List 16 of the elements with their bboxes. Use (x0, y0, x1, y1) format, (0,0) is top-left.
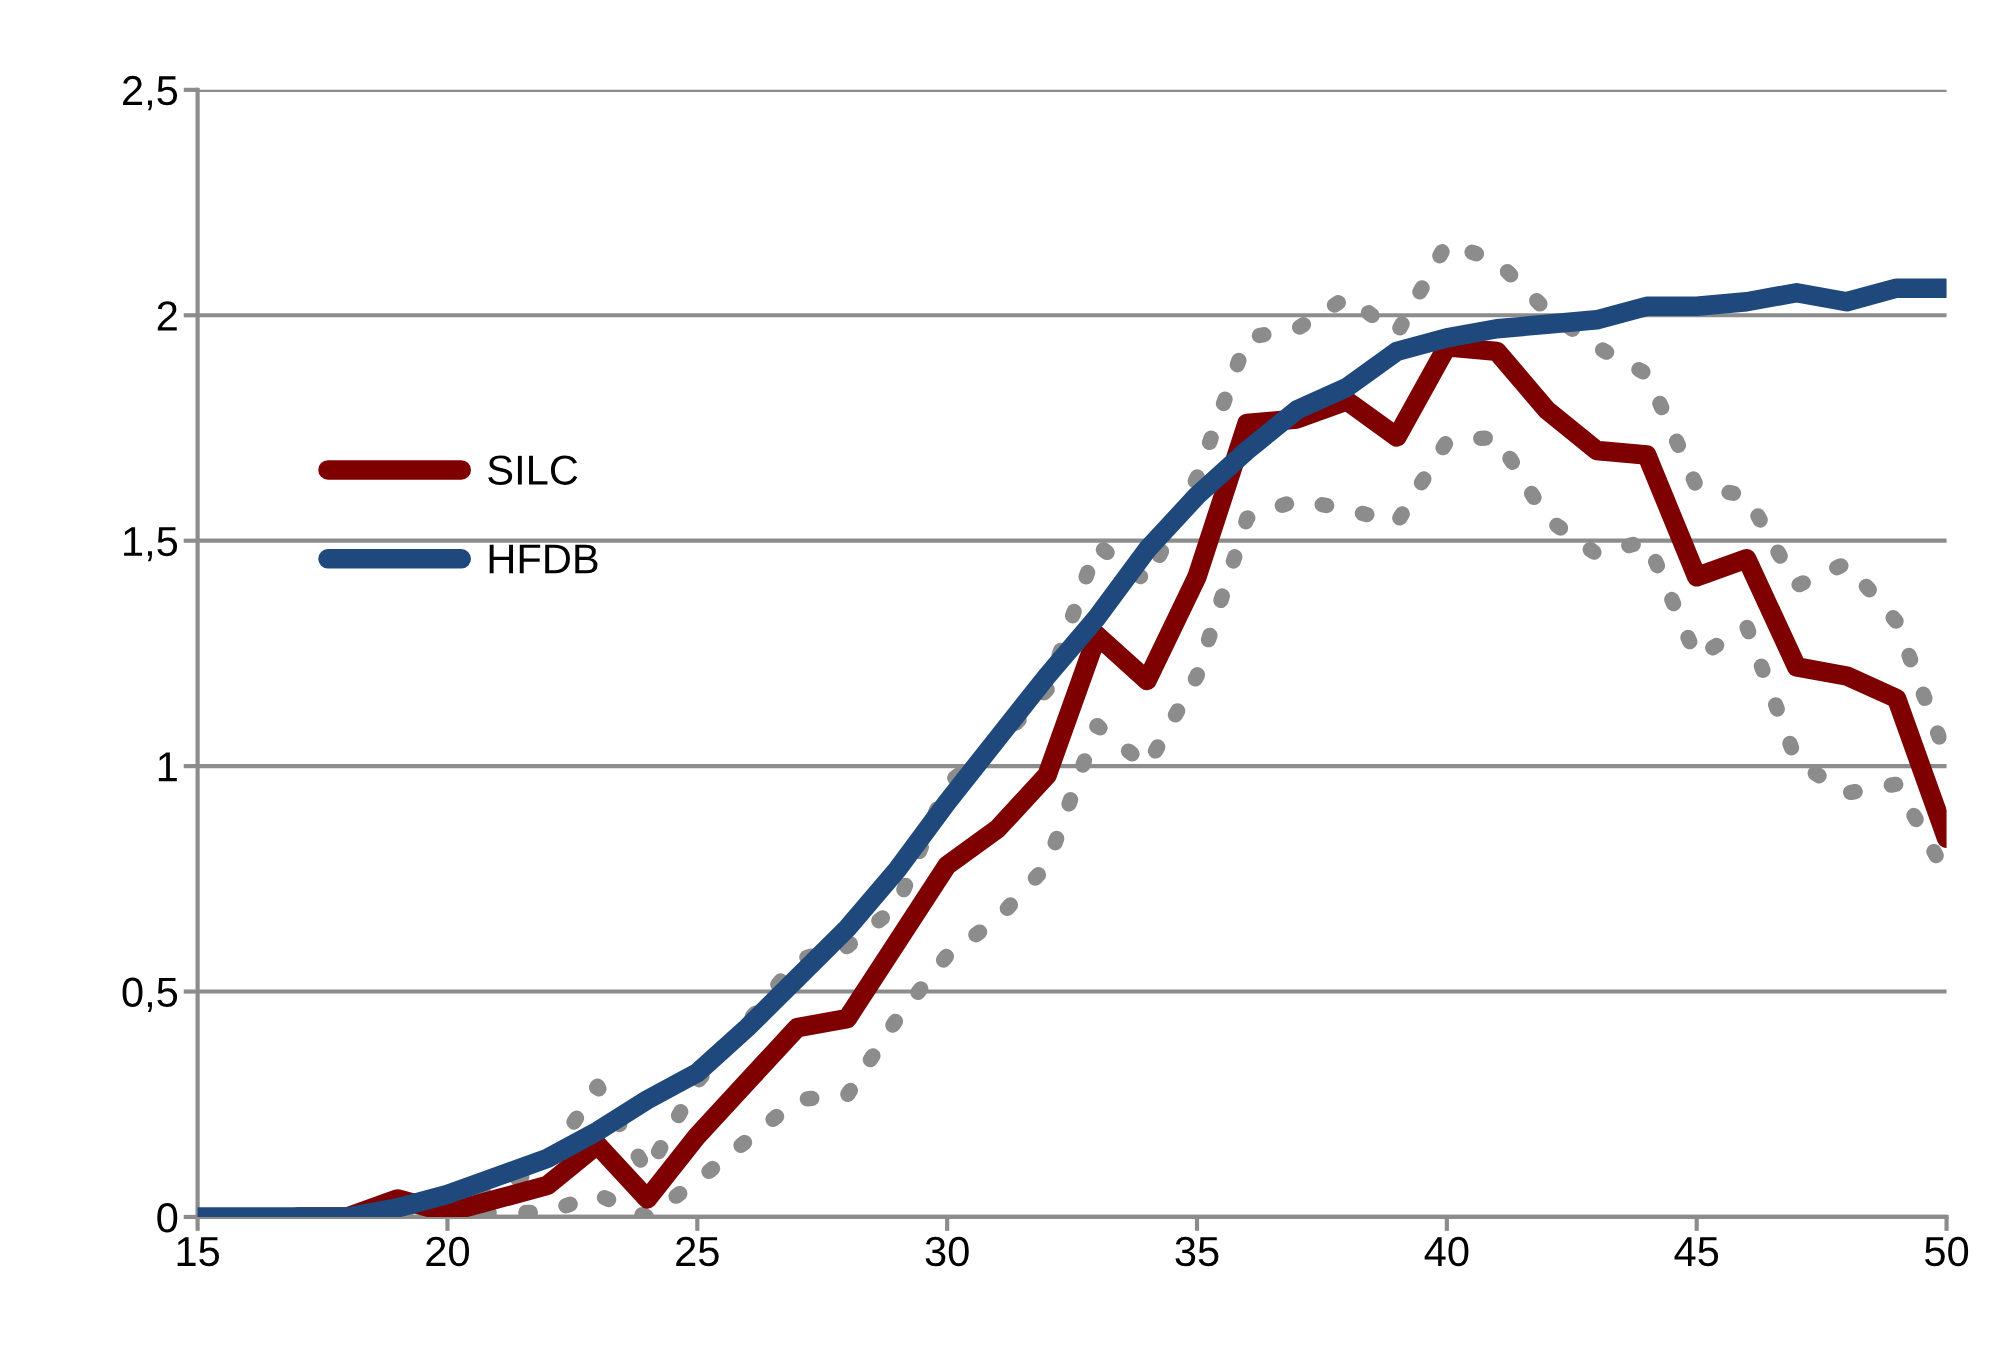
x-tick-label: 15 (177, 1237, 220, 1267)
x-tick-label: 50 (1925, 1236, 1969, 1267)
y-tick-label: 0 (157, 1202, 178, 1233)
y-tick-label: 2,5 (123, 75, 178, 111)
x-tick-label: 30 (925, 1236, 969, 1267)
y-tick-label: 0,5 (122, 977, 178, 1012)
x-tick-label: 45 (1674, 1237, 1719, 1267)
x-tick-label: 25 (676, 1236, 719, 1267)
legend-label: HFDB (489, 544, 598, 574)
x-tick-label: 40 (1424, 1236, 1469, 1267)
x-tick-label: 20 (426, 1236, 469, 1267)
y-tick-label: 2 (157, 301, 177, 331)
x-tick-label: 35 (1175, 1236, 1219, 1267)
y-tick-label: 1,5 (124, 527, 178, 562)
y-tick-label: 1 (158, 752, 177, 782)
legend-label: SILC (488, 455, 578, 485)
